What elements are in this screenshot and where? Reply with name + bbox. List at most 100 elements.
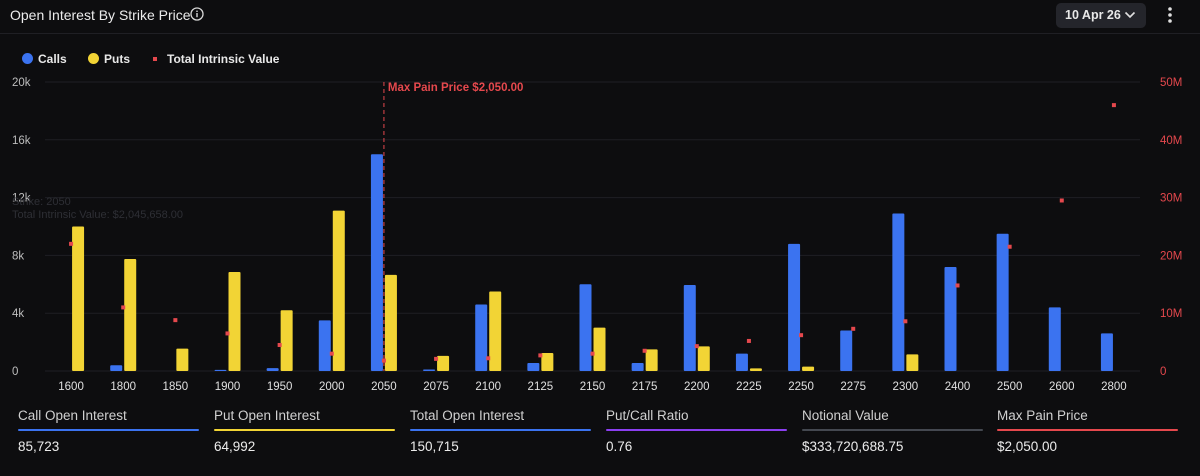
put-bar (645, 349, 658, 371)
stat-label: Put/Call Ratio (606, 408, 689, 423)
y-right-tick-label: 50M (1160, 77, 1182, 89)
date-select-button[interactable]: 10 Apr 26 (1056, 3, 1146, 28)
call-bar (788, 243, 801, 371)
intrinsic-value-point (329, 351, 334, 356)
call-bar (892, 213, 905, 371)
legend-label-calls: Calls (38, 52, 67, 66)
intrinsic-value-point (642, 348, 647, 353)
put-bar (72, 226, 85, 371)
x-tick-label: 2800 (1101, 381, 1127, 393)
stat-underline (410, 429, 591, 431)
faint-tooltip-line: Total Intrinsic Value: $2,045,658.00 (12, 209, 183, 221)
y-left-tick-label: 8k (12, 250, 24, 262)
y-left-tick-label: 16k (12, 135, 31, 147)
y-left-tick-label: 20k (12, 77, 31, 89)
x-tick-label: 1950 (267, 381, 293, 393)
call-bar (631, 363, 644, 371)
stat-value: $2,050.00 (997, 439, 1058, 454)
x-tick-label: 2000 (319, 381, 345, 393)
y-right-tick-label: 10M (1160, 308, 1182, 320)
call-bar (423, 369, 436, 371)
faint-tooltip-line: Strike: 2050 (12, 196, 71, 208)
stat-label: Notional Value (802, 408, 889, 423)
y-left-tick-label: 0 (12, 366, 18, 378)
intrinsic-value-point (799, 333, 804, 338)
max-pain-label: Max Pain Price $2,050.00 (388, 82, 524, 94)
open-interest-chart: 0 4k 8k 12k 16k 20k 0 10M 20M 30M 40M 50M Strike: 20… (12, 77, 1182, 393)
x-tick-label: 1600 (58, 381, 84, 393)
x-tick-label: 1850 (163, 381, 189, 393)
intrinsic-value-point (590, 351, 595, 356)
more-options-icon[interactable] (1162, 5, 1178, 25)
put-bar (541, 352, 554, 371)
legend-label-puts: Puts (104, 52, 131, 66)
stat-put-call-ratio: Put/Call Ratio 0.76 (606, 408, 787, 454)
stat-value: 0.76 (606, 439, 633, 454)
stat-max-pain-price: Max Pain Price $2,050.00 (997, 408, 1178, 454)
x-tick-label: 1800 (110, 381, 136, 393)
stat-notional-value: Notional Value $333,720,688.75 (802, 408, 983, 454)
x-tick-label: 1900 (215, 381, 241, 393)
x-tick-label: 2250 (788, 381, 814, 393)
x-tick-label: 2150 (580, 381, 606, 393)
card-title: Open Interest By Strike Price (10, 7, 191, 23)
legend-label-intrinsic: Total Intrinsic Value (167, 52, 280, 66)
put-bar (280, 310, 293, 371)
y-right-tick-label: 40M (1160, 135, 1182, 147)
intrinsic-value-point (434, 356, 439, 361)
put-bar (489, 291, 502, 371)
x-tick-label: 2275 (840, 381, 866, 393)
y-right-tick-label: 0 (1160, 366, 1166, 378)
stat-underline (18, 429, 199, 431)
intrinsic-value-point (121, 305, 126, 310)
stat-call-open-interest: Call Open Interest 85,723 (18, 408, 199, 454)
calls-dot-icon (22, 53, 33, 64)
call-bar (214, 369, 227, 371)
put-bar (332, 210, 345, 371)
call-bar (944, 266, 957, 371)
x-tick-label: 2125 (528, 381, 554, 393)
put-bar (802, 366, 815, 371)
chevron-down-icon (1124, 11, 1136, 19)
stat-value: 150,715 (410, 439, 459, 454)
intrinsic-value-point (1111, 103, 1116, 108)
stat-put-open-interest: Put Open Interest 64,992 (214, 408, 395, 454)
stat-underline (606, 429, 787, 431)
stat-label: Call Open Interest (18, 408, 127, 423)
call-bar (683, 285, 696, 371)
intrinsic-value-point (225, 331, 230, 336)
intrinsic-value-point (173, 318, 178, 323)
call-bar (527, 363, 540, 371)
call-bar (996, 233, 1009, 371)
intrinsic-value-point (1059, 198, 1064, 203)
call-bar (266, 368, 279, 371)
info-icon[interactable] (190, 7, 204, 21)
stat-label: Max Pain Price (997, 408, 1088, 423)
y-right-tick-label: 20M (1160, 250, 1182, 262)
x-tick-label: 2200 (684, 381, 710, 393)
put-bar (228, 272, 241, 371)
intrinsic-value-point (903, 319, 908, 324)
date-select-label: 10 Apr 26 (1065, 8, 1121, 22)
stats-row: Call Open Interest 85,723 Put Open Interes… (0, 408, 1200, 468)
y-left-tick-label: 4k (12, 308, 24, 320)
intrinsic-value-point (694, 344, 699, 349)
call-bar (1048, 307, 1061, 371)
call-bar (1100, 333, 1113, 371)
intrinsic-value-point (538, 353, 543, 358)
x-tick-label: 2225 (736, 381, 762, 393)
put-bar (749, 368, 762, 371)
stat-label: Put Open Interest (214, 408, 320, 423)
intrinsic-value-point (1007, 244, 1012, 249)
call-bar (840, 330, 853, 371)
x-tick-label: 2500 (997, 381, 1023, 393)
stat-value: 85,723 (18, 439, 60, 454)
stat-value: $333,720,688.75 (802, 439, 904, 454)
x-tick-label: 2175 (632, 381, 658, 393)
put-bar (176, 348, 189, 371)
intrinsic-value-point (486, 356, 491, 361)
intrinsic-value-point (746, 338, 751, 343)
intrinsic-value-point (381, 358, 386, 363)
call-bar (318, 320, 331, 371)
y-left-tick-label: 12k (12, 193, 31, 205)
